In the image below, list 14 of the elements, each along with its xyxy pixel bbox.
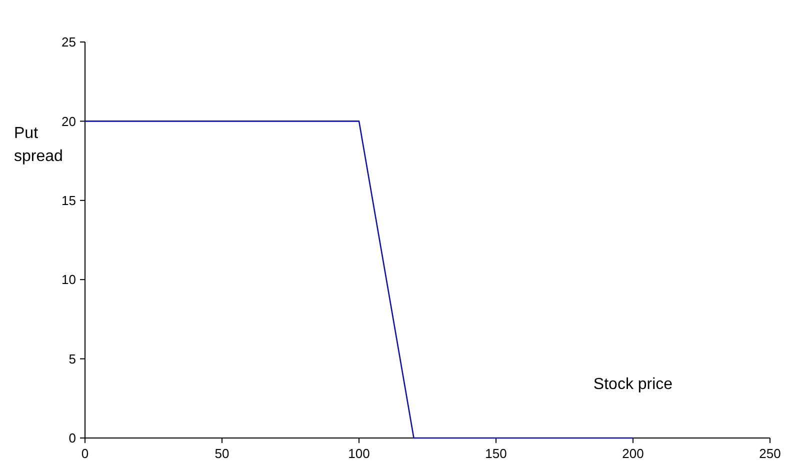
x-tick-label: 150 bbox=[485, 446, 507, 461]
x-tick-label: 0 bbox=[81, 446, 89, 461]
x-tick-label: 250 bbox=[759, 446, 781, 461]
y-tick-label: 0 bbox=[68, 430, 76, 446]
x-tick-label: 100 bbox=[348, 446, 370, 461]
x-tick-label: 200 bbox=[622, 446, 644, 461]
x-tick-label: 50 bbox=[214, 446, 230, 461]
y-tick-label: 25 bbox=[62, 34, 76, 50]
x-axis-title: Stock price bbox=[593, 376, 673, 393]
y-tick-label: 5 bbox=[68, 351, 76, 366]
y-tick-label: 20 bbox=[62, 114, 76, 129]
y-axis-title: Put spread bbox=[14, 125, 63, 165]
y-tick-label: 15 bbox=[62, 192, 76, 208]
y-tick-label: 10 bbox=[62, 272, 76, 288]
